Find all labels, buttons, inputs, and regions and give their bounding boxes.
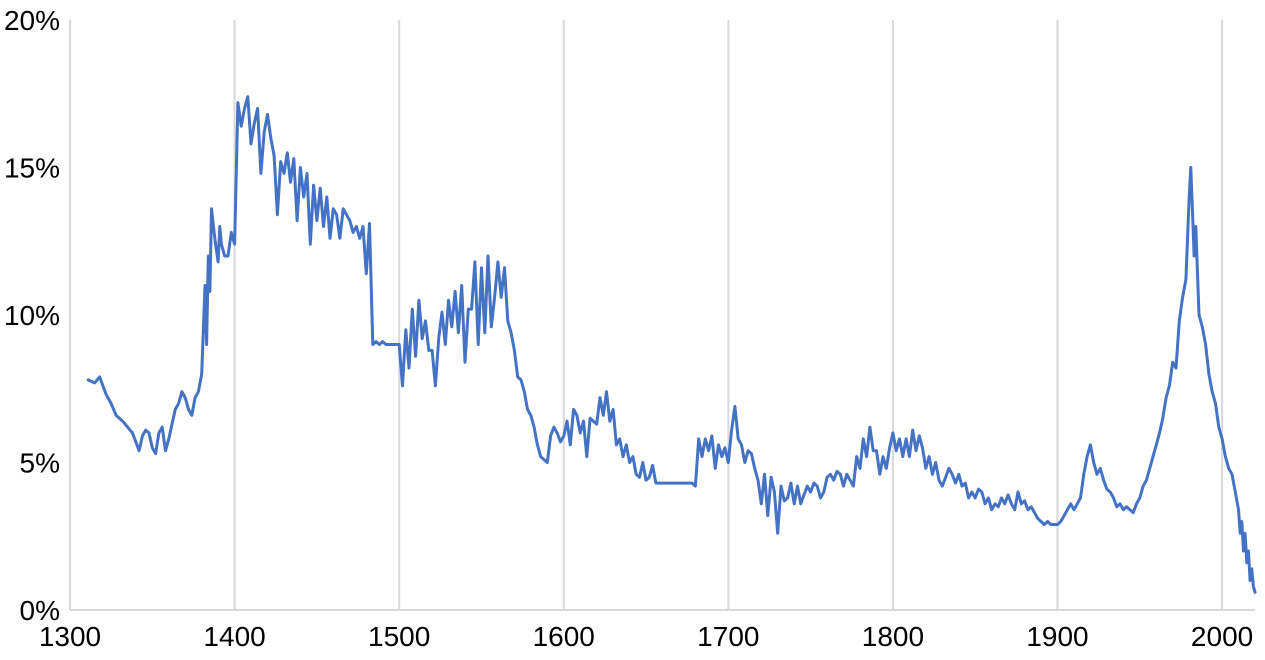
chart-canvas: 130014001500160017001800190020000%5%10%1… [0, 0, 1265, 660]
y-tick-label: 10% [4, 300, 60, 331]
series-line [88, 97, 1255, 593]
x-tick-label: 1700 [697, 621, 759, 652]
y-tick-label: 0% [20, 595, 60, 626]
x-tick-label: 1500 [368, 621, 430, 652]
x-tick-label: 1600 [533, 621, 595, 652]
line-chart: 130014001500160017001800190020000%5%10%1… [0, 0, 1265, 660]
y-tick-label: 5% [20, 448, 60, 479]
y-tick-label: 15% [4, 153, 60, 184]
x-tick-label: 1900 [1026, 621, 1088, 652]
x-tick-label: 1800 [862, 621, 924, 652]
y-tick-label: 20% [4, 5, 60, 36]
x-tick-label: 2000 [1191, 621, 1253, 652]
x-tick-label: 1400 [203, 621, 265, 652]
